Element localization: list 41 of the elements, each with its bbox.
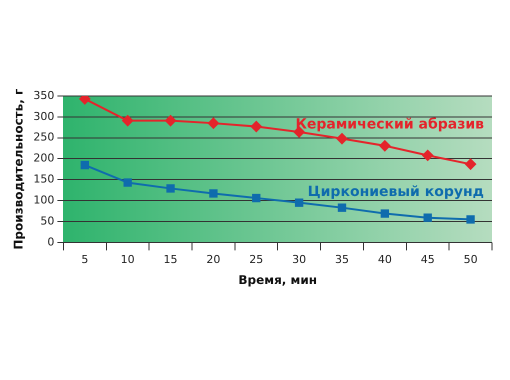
- point: [252, 194, 260, 202]
- y-axis-title: Производительность, г: [11, 88, 26, 250]
- x-tick-label: 25: [249, 252, 264, 266]
- point: [124, 178, 132, 187]
- y-tick-label: 150: [33, 172, 54, 186]
- point: [379, 140, 390, 152]
- y-tick-label: 50: [40, 214, 54, 228]
- x-tick-label: 10: [120, 252, 135, 266]
- point: [208, 118, 219, 129]
- y-tick-label: 100: [33, 193, 54, 206]
- x-tick-label: 50: [464, 252, 478, 266]
- x-tick-label: 40: [378, 252, 392, 266]
- y-tick-label: 250: [33, 130, 54, 144]
- point: [466, 215, 475, 224]
- series-label: Циркониевый корунд: [308, 184, 484, 200]
- x-tick-label: 20: [206, 252, 220, 266]
- point: [122, 115, 134, 126]
- point: [465, 158, 476, 170]
- y-tick-label: 350: [33, 88, 54, 102]
- x-tick-label: 5: [81, 252, 88, 266]
- point: [209, 189, 218, 198]
- point: [380, 209, 390, 218]
- series-label: Керамический абразив: [295, 116, 484, 132]
- x-tick-label: 35: [334, 252, 349, 266]
- x-axis-title: Время, мин: [238, 272, 318, 287]
- point: [338, 204, 346, 212]
- point: [165, 115, 176, 126]
- x-tick-label: 45: [420, 252, 435, 266]
- point: [250, 121, 262, 132]
- point: [166, 184, 175, 193]
- point: [79, 96, 90, 104]
- point: [424, 214, 432, 222]
- point: [80, 160, 90, 170]
- point: [336, 133, 348, 144]
- point: [294, 198, 304, 207]
- y-tick-label: 200: [33, 152, 54, 165]
- y-tick-label: 0: [47, 235, 54, 248]
- x-tick-label: 30: [292, 252, 306, 266]
- y-tick-label: 300: [33, 110, 54, 123]
- point: [422, 150, 434, 161]
- x-tick-label: 15: [164, 252, 178, 266]
